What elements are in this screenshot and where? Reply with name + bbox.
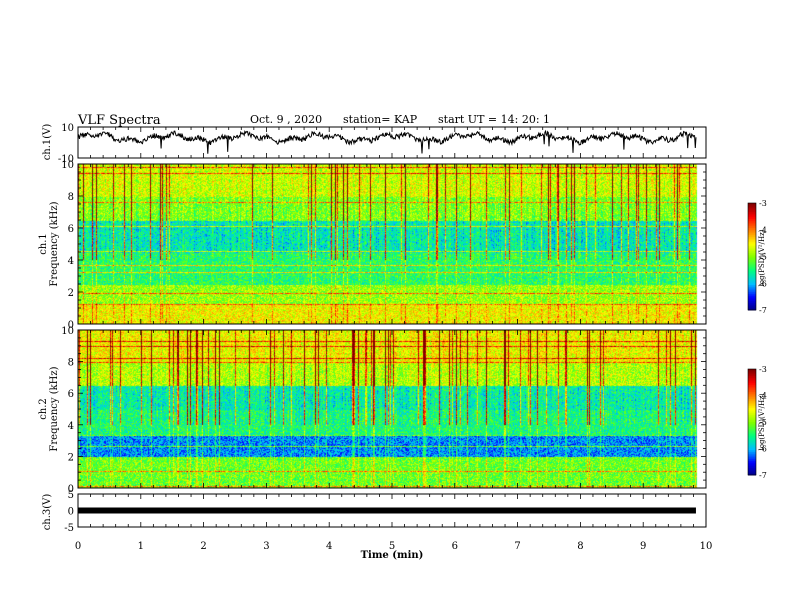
spec1-ytick: 4 [68, 256, 74, 267]
colorbar-ch2-label: log(PSD)(V²/Hz) [758, 393, 766, 450]
colorbar-ch2 [747, 368, 757, 476]
x-axis-label: Time (min) [361, 550, 424, 561]
x-tick: 3 [263, 541, 269, 552]
spec2-ytick: 10 [61, 326, 74, 337]
spec2-ytick: 2 [68, 452, 74, 463]
cb2-tick: -5 [759, 418, 767, 427]
ch3-ylabel: ch.3(V) [42, 494, 53, 531]
x-tick: 6 [452, 541, 458, 552]
cb1-tick: -6 [759, 279, 767, 288]
spec1-ytick: 0 [68, 320, 74, 331]
cb2-tick: -6 [759, 445, 767, 454]
colorbar-ch1 [747, 202, 757, 311]
cb1-tick: -7 [759, 306, 767, 315]
spec1-ytick: 2 [68, 288, 74, 299]
spec1-ytick: 10 [61, 160, 74, 171]
ch3-ytick: -5 [64, 523, 74, 534]
start-time-label: start UT = 14: 20: 1 [438, 113, 551, 126]
spec1-ytick: 8 [68, 192, 74, 203]
ch3-yticks: 5 0 -5 [64, 490, 74, 534]
date-label: Oct. 9 , 2020 [250, 113, 323, 126]
spec1-ylabel2: Frequency (kHz) [49, 201, 60, 286]
cb1-tick: -3 [759, 199, 767, 208]
spec1-yticks: 0 2 4 6 8 10 [61, 160, 74, 331]
ch3-ytick: 5 [68, 490, 74, 501]
colorbar-ch1-ticks: -3 -4 -5 -6 -7 [759, 199, 767, 315]
x-tick: 10 [700, 541, 713, 552]
x-tick: 0 [75, 541, 81, 552]
ch1-yticks: 10 -10 [58, 123, 74, 165]
cb2-tick: -7 [759, 471, 767, 480]
spectrogram-ch2 [78, 330, 706, 488]
x-tick: 4 [326, 541, 332, 552]
ch1-ytick: -10 [58, 154, 74, 165]
cb1-tick: -5 [759, 253, 767, 262]
axis-ticks [77, 127, 707, 527]
ch3-ytick: 0 [68, 507, 74, 518]
spec2-ylabel: ch.2 [38, 398, 49, 420]
x-tick: 9 [640, 541, 646, 552]
x-tick: 5 [389, 541, 395, 552]
cb2-tick: -4 [759, 392, 767, 401]
spec2-ylabel2: Frequency (kHz) [49, 366, 60, 451]
spec2-ytick: 6 [68, 389, 74, 400]
ch1-ytick: 10 [61, 123, 74, 134]
station-label: station= KAP [343, 113, 418, 126]
spec2-ytick: 8 [68, 358, 74, 369]
spec2-ytick: 4 [68, 421, 74, 432]
spec2-yticks: 0 2 4 6 8 10 [61, 326, 74, 495]
colorbar-ch1-label: log(PSD)(V²/Hz) [758, 229, 766, 286]
chart-title: VLF Spectra [78, 113, 161, 128]
ch1-ylabel: ch.1(V) [42, 124, 53, 161]
x-tick: 7 [514, 541, 520, 552]
cb1-tick: -4 [759, 226, 767, 235]
spectrogram-ch1 [78, 164, 706, 324]
x-tick: 8 [577, 541, 583, 552]
spec2-ytick: 0 [68, 484, 74, 495]
x-tick: 2 [200, 541, 206, 552]
cb2-tick: -3 [759, 365, 767, 374]
colorbar-ch2-ticks: -3 -4 -5 -6 -7 [759, 365, 767, 480]
x-tick-labels: 0 1 2 3 4 5 6 7 8 9 10 [75, 541, 713, 552]
ch1-waveform [77, 129, 697, 154]
spec1-ytick: 6 [68, 224, 74, 235]
x-tick: 1 [138, 541, 144, 552]
spec1-ylabel: ch.1 [38, 233, 49, 255]
